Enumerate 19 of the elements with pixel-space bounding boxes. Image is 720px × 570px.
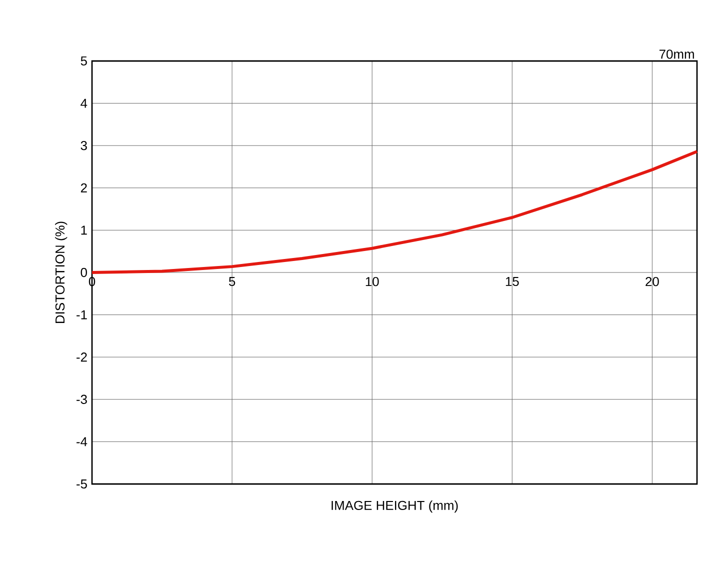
y-tick-label: -1 — [76, 310, 87, 320]
y-tick-label: 3 — [80, 140, 87, 150]
x-axis-title: IMAGE HEIGHT (mm) — [332, 500, 458, 513]
text: 70mm — [659, 50, 694, 59]
line-series — [90, 150, 698, 274]
x-tick-label: 5 — [228, 277, 236, 286]
y-tick-label: -2 — [76, 352, 87, 362]
x-tick-label: 10 — [366, 276, 379, 286]
y-tick-label: -4 — [76, 437, 88, 446]
y-tick-label: -5 — [76, 479, 87, 488]
y-tick-label: 5 — [80, 56, 87, 66]
y-tick-label: 1 — [81, 226, 87, 235]
x-tick-label: 15 — [506, 277, 519, 286]
y-tick-label: 0 — [80, 268, 87, 278]
y-tick-label: 2 — [80, 183, 87, 192]
y-tick-label: -3 — [76, 394, 87, 404]
y-tick-label: 4 — [80, 98, 88, 108]
x-tick-label: 20 — [646, 276, 659, 286]
y-axis-title: DISTORTION (%) — [55, 222, 68, 323]
